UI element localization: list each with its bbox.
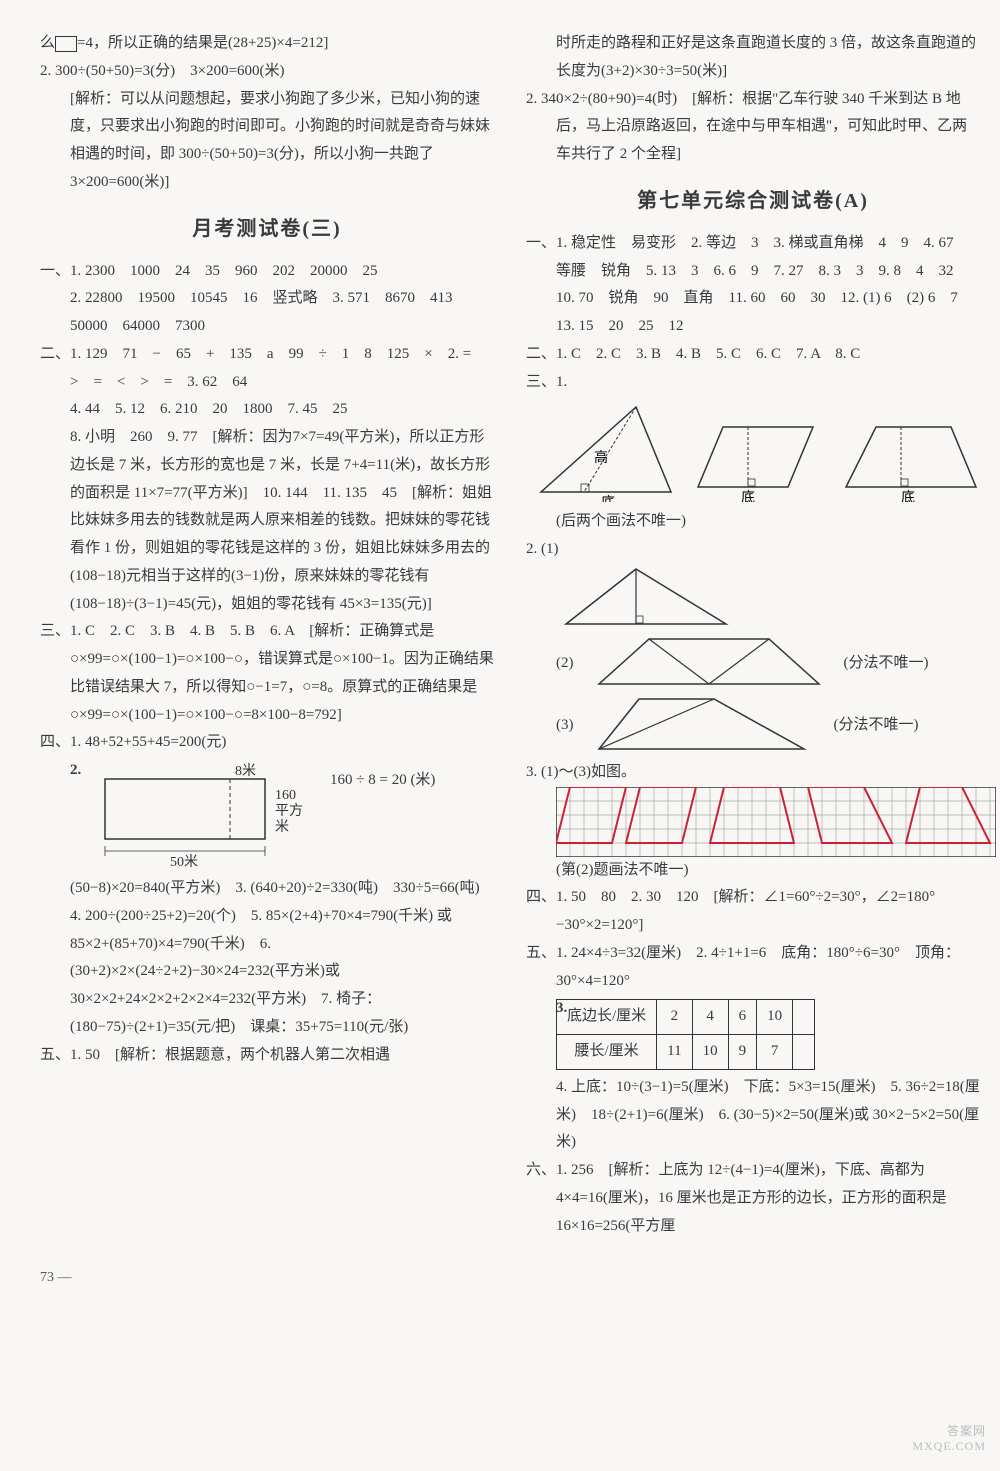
three-2-2-label: (2) [556,650,574,678]
left-four-rest: (50−8)×20=840(平方米) 3. (640+20)÷2=330(吨) … [40,875,494,1042]
right-top-2: 2. 340×2÷(80+90)=4(时) [解析：根据"乙车行驶 340 千米… [526,86,980,169]
left-three: 三、1. C 2. C 3. B 4. B 5. B 6. A [解析：正确算式… [40,618,494,729]
right-four: 四、1. 50 80 2. 30 120 [解析：∠1=60°÷2=30°，∠2… [526,884,980,940]
left-one-2: 2. 22800 19500 10545 16 竖式略 3. 571 8670 … [40,285,494,341]
watermark: 答案网 MXQE.COM [912,1424,986,1455]
left-four-2-lead: 2. [40,757,70,785]
left-five-1: 五、1. 50 [解析：根据题意，两个机器人第二次相遇 [40,1042,494,1070]
triangle-height-icon: 高 底 [526,402,675,502]
svg-text:米: 米 [275,819,289,835]
diagram-2-3 [594,694,814,759]
watermark-2: MXQE.COM [912,1439,986,1455]
t3-r1c0: 底边长/厘米 [557,1000,657,1035]
watermark-1: 答案网 [912,1424,986,1440]
fenfa-2: (分法不唯一) [844,650,929,678]
right-five-1: 五、1. 24×4÷3=32(厘米) 2. 4÷1+1=6 底角：180°÷6=… [526,940,980,996]
t3-r1c3: 6 [728,1000,757,1035]
t3-r2c4: 7 [757,1035,793,1070]
table-five-3: 底边长/厘米 2 4 6 10 腰长/厘米 11 10 9 7 [556,999,815,1070]
t3-r1c2: 4 [692,1000,728,1035]
diagram-2-2 [594,634,824,694]
four-2-calc: 160 ÷ 8 = 20 (米) [320,757,435,795]
left-four-1: 四、1. 48+52+55+45=200(元) [40,729,494,757]
label-8m: 8米 [235,763,256,779]
right-five-rest: 4. 上底：10÷(3−1)=5(厘米) 下底：5×3=15(厘米) 5. 36… [526,1074,980,1157]
left-p2-explain: [解析：可以从问题想起，要求小狗跑了多少米，已知小狗的速度，只要求出小狗跑的时间… [40,86,494,197]
t3-r1c4: 10 [757,1000,793,1035]
three-3-lead: 3. (1)～(3)如图。 [526,759,980,787]
left-two-2: 4. 44 5. 12 6. 210 20 1800 7. 45 25 [40,396,494,424]
t3-r1c1: 2 [657,1000,692,1035]
t3-r1c5 [793,1000,815,1035]
t3-r2c2: 10 [692,1035,728,1070]
diagram-2-1 [526,564,980,634]
svg-text:底: 底 [901,490,915,502]
fenfa-3: (分法不唯一) [834,712,919,740]
five-3-lead: 3. [526,995,556,1023]
svg-text:底: 底 [741,490,755,502]
three-3-note: (第(2)题画法不唯一) [526,857,980,885]
right-top-cont: 时所走的路程和正好是这条直跑道长度的 3 倍，故这条直跑道的长度为(3+2)×3… [526,30,980,86]
left-two-1: 二、1. 129 71 − 65 + 135 a 99 ÷ 1 8 125 × … [40,341,494,397]
trapezoid-height-icon: 底 [841,417,980,502]
svg-text:高: 高 [594,449,608,466]
three-2-3-label: (3) [556,712,574,740]
left-one-1: 一、1. 2300 1000 24 35 960 202 20000 25 [40,258,494,286]
left-intro: 么=4，所以正确的结果是(28+25)×4=212] [40,30,494,58]
left-title: 月考测试卷(三) [40,211,494,248]
t3-r2c0: 腰长/厘米 [557,1035,657,1070]
left-p2-line1: 2. 300÷(50+50)=3(分) 3×200=600(米) [40,58,494,86]
t3-r2c5 [793,1035,815,1070]
svg-text:平方: 平方 [275,803,303,819]
page-footer: 73 — [0,1270,1000,1286]
left-two-3: 8. 小明 260 9. 77 [解析：因为7×7=49(平方米)，所以正方形边… [40,424,494,618]
right-one: 一、1. 稳定性 易变形 2. 等边 3 3. 梯或直角梯 4 9 4. 67 … [526,230,980,341]
t3-r2c3: 9 [728,1035,757,1070]
right-two: 二、1. C 2. C 3. B 4. B 5. C 6. C 7. A 8. … [526,341,980,369]
three-1-diagrams: 高 底 底 底 [526,402,980,502]
parallelogram-height-icon: 底 [693,417,822,502]
rect-diagram: 8米 160 平方 米 50米 [100,761,320,871]
right-title: 第七单元综合测试卷(A) [526,183,980,220]
grid-diagram [526,787,980,857]
svg-text:底: 底 [601,495,615,502]
intro-text: =4，所以正确的结果是(28+25)×4=212] [77,35,328,51]
right-six: 六、1. 256 [解析：上底为 12÷(4−1)=4(厘米)，下底、高都为 4… [526,1157,980,1240]
three-2-1: 2. (1) [526,536,980,564]
square-box [55,36,77,52]
svg-text:50米: 50米 [170,854,198,870]
svg-text:160: 160 [275,788,296,803]
right-three-lead: 三、1. [526,369,980,397]
three-1-note: (后两个画法不唯一) [526,508,980,536]
t3-r2c1: 11 [657,1035,692,1070]
